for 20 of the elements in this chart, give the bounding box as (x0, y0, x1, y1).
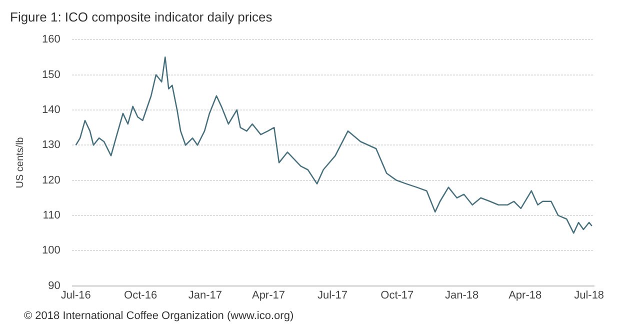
y-axis-title: US cents/lb (14, 136, 26, 188)
chart-title: Figure 1: ICO composite indicator daily prices (10, 9, 273, 24)
x-tick-label: Apr-18 (508, 289, 542, 302)
x-tick-label: Apr-17 (252, 289, 286, 302)
x-tick-label: Oct-16 (124, 289, 158, 302)
y-tick-label: 150 (42, 68, 60, 81)
x-tick-label: Oct-17 (380, 289, 414, 302)
y-tick-label: 120 (42, 174, 60, 186)
x-tick-label: Jan-18 (445, 289, 479, 302)
x-tick-label: Jul-18 (574, 289, 604, 302)
x-tick-label: Jul-16 (60, 289, 91, 302)
y-tick-label: 160 (42, 34, 60, 46)
text: © 2018 International Coffee Organization (www.ico.org) (24, 310, 294, 322)
x-tick-label: Jul-17 (317, 289, 348, 302)
y-tick-label: 100 (42, 244, 60, 257)
y-tick-label: 140 (42, 104, 60, 116)
y-tick-label: 130 (42, 139, 60, 152)
y-tick-label: 90 (48, 280, 60, 292)
y-tick-label: 110 (42, 209, 60, 222)
x-tick-label: Jan-17 (188, 289, 222, 302)
